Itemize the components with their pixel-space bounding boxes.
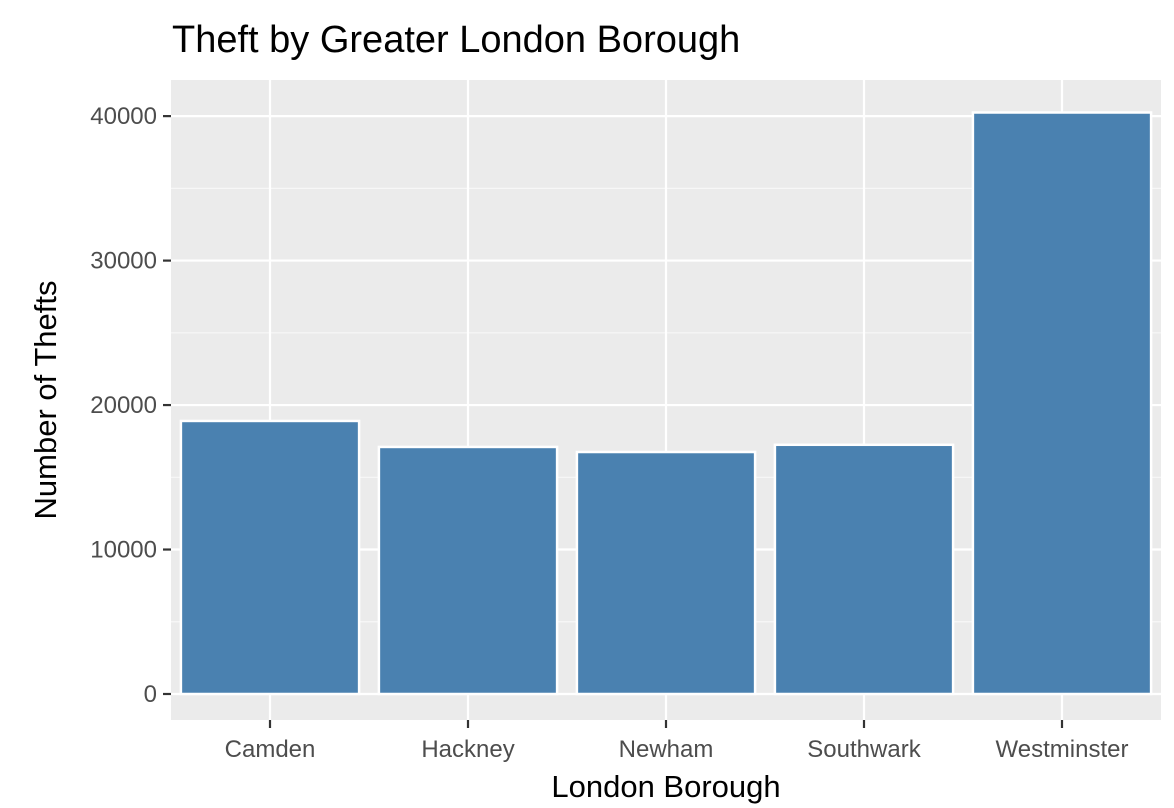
x-tick-label: Camden [225, 736, 316, 763]
y-tick-label: 10000 [90, 537, 157, 564]
y-tick-label: 0 [144, 681, 157, 708]
x-tick-label: Westminster [996, 736, 1129, 763]
bar-newham [575, 450, 757, 696]
bar-southwark [773, 443, 955, 696]
bar-camden [179, 419, 361, 696]
x-axis-title: London Borough [551, 769, 780, 804]
bar-series [179, 111, 1153, 696]
y-tick-label: 40000 [90, 103, 157, 130]
x-axis: Camden Hackney Newham Southwark Westminster [225, 720, 1129, 763]
chart-title: Theft by Greater London Borough [172, 19, 740, 61]
y-axis-title: Number of Thefts [28, 281, 63, 520]
x-tick-label: Newham [619, 736, 714, 763]
y-axis: 0 10000 20000 30000 40000 [90, 103, 171, 708]
y-tick-label: 30000 [90, 248, 157, 275]
bar-westminster [971, 111, 1153, 696]
x-tick-label: Hackney [421, 736, 514, 763]
bar-hackney [377, 445, 559, 696]
x-tick-label: Southwark [807, 736, 921, 763]
y-tick-label: 20000 [90, 392, 157, 419]
